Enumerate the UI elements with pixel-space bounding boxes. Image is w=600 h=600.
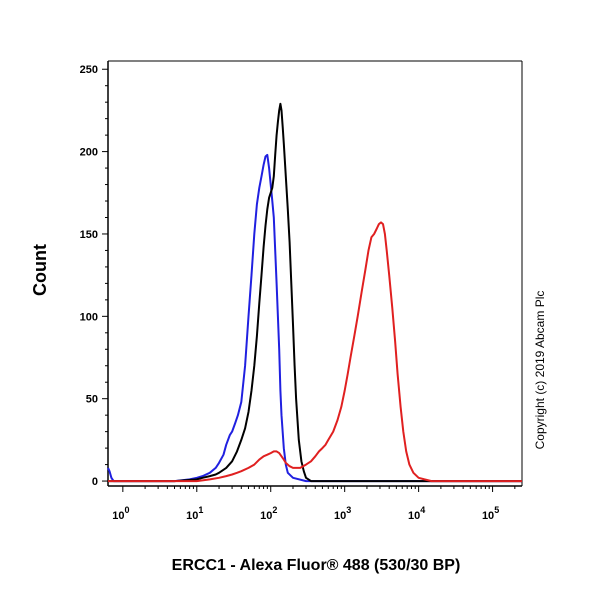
x-tick-label: 103 [334, 505, 351, 522]
x-tick-label: 105 [482, 505, 499, 522]
x-tick-label: 104 [408, 505, 425, 522]
y-tick-label: 250 [80, 64, 98, 76]
histogram-series-line [107, 153, 522, 483]
y-tick-label: 200 [80, 147, 98, 159]
y-tick-label: 0 [92, 476, 98, 488]
x-axis-ticks: 100 101 102 103 104 105 [112, 486, 516, 522]
x-tick-label: 100 [112, 505, 129, 522]
histogram-series-line [108, 221, 522, 483]
plot-frame [107, 60, 523, 487]
x-axis-title: ERCC1 - Alexa Fluor® 488 (530/30 BP) [172, 557, 461, 574]
y-tick-label: 50 [86, 394, 98, 406]
y-tick-label: 100 [80, 311, 98, 323]
copyright-annotation: Copyright (c) 2019 Abcam Plc [533, 291, 547, 450]
histogram-series-line [108, 102, 522, 483]
x-tick-label: 102 [260, 505, 277, 522]
y-axis-ticks: 0 50 100 150 200 250 [80, 64, 108, 488]
x-tick-label: 101 [186, 505, 203, 522]
histogram-series [107, 102, 522, 483]
y-tick-label: 150 [80, 229, 98, 241]
y-axis-title: Count [30, 244, 50, 296]
